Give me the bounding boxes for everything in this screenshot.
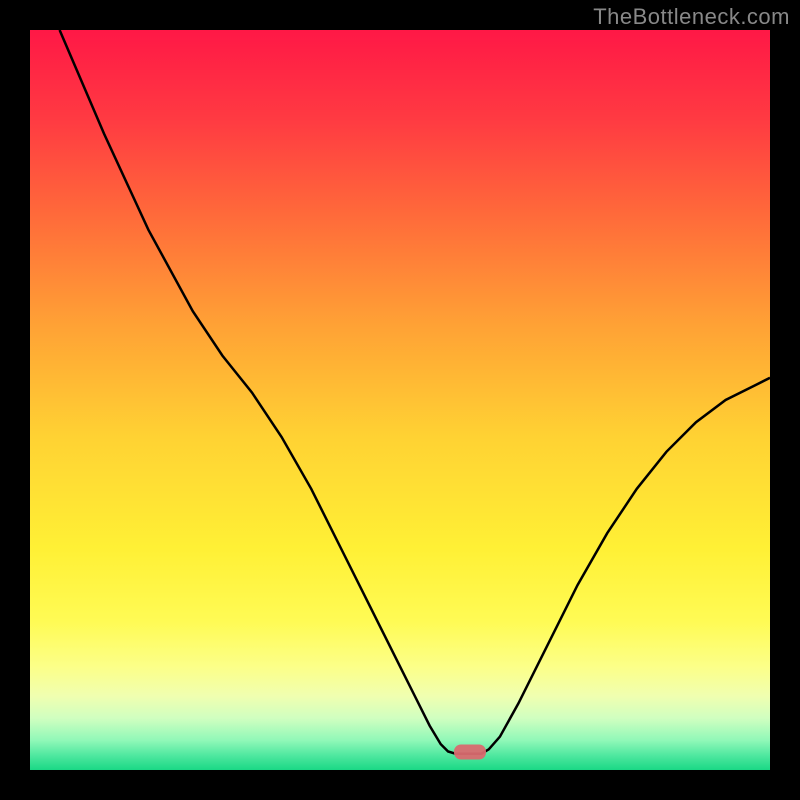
plot-area — [30, 30, 770, 770]
chart-frame: TheBottleneck.com — [0, 0, 800, 800]
optimal-marker — [454, 745, 486, 760]
watermark-text: TheBottleneck.com — [593, 4, 790, 30]
bottleneck-curve — [30, 30, 770, 770]
